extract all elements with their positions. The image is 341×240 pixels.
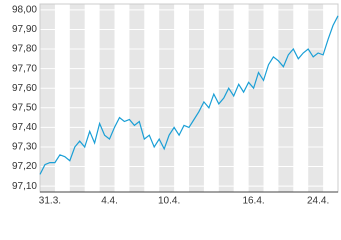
chart: 97,10 97,20 97,30 97,40 97,50 97,60 97,70 97,80… [12,3,339,207]
stripe [129,4,145,192]
stripe [99,4,115,192]
y-tick-label: 98,00 [12,5,37,16]
stripe [40,4,55,192]
y-tick-label: 97,90 [12,24,37,35]
stripe [218,4,234,192]
x-tick-label: 16.4. [242,196,264,207]
stripe [248,4,264,192]
page: 97,10 97,20 97,30 97,40 97,50 97,60 97,70 97,80… [11,3,339,207]
x-tick-label: 24.4. [307,196,329,207]
x-tick-label: 31.3. [39,196,61,207]
stripe [278,4,294,192]
stripe [69,4,85,192]
stripe [308,4,324,192]
price-line [39,15,339,175]
y-tick-label: 97,60 [12,83,37,94]
y-tick-label: 97,50 [12,102,37,113]
y-tick-label: 97,30 [12,142,37,153]
y-tick-label: 97,80 [12,44,37,55]
y-tick-label: 97,40 [12,122,37,133]
y-tick-label: 97,20 [12,161,37,172]
x-tick-label: 4.4. [101,196,118,207]
x-tick-label: 10.4. [158,196,180,207]
stripe [159,4,175,192]
stripe [189,4,204,192]
y-tick-label: 97,10 [12,181,37,192]
plot-background [40,4,324,192]
y-tick-label: 97,70 [12,63,37,74]
